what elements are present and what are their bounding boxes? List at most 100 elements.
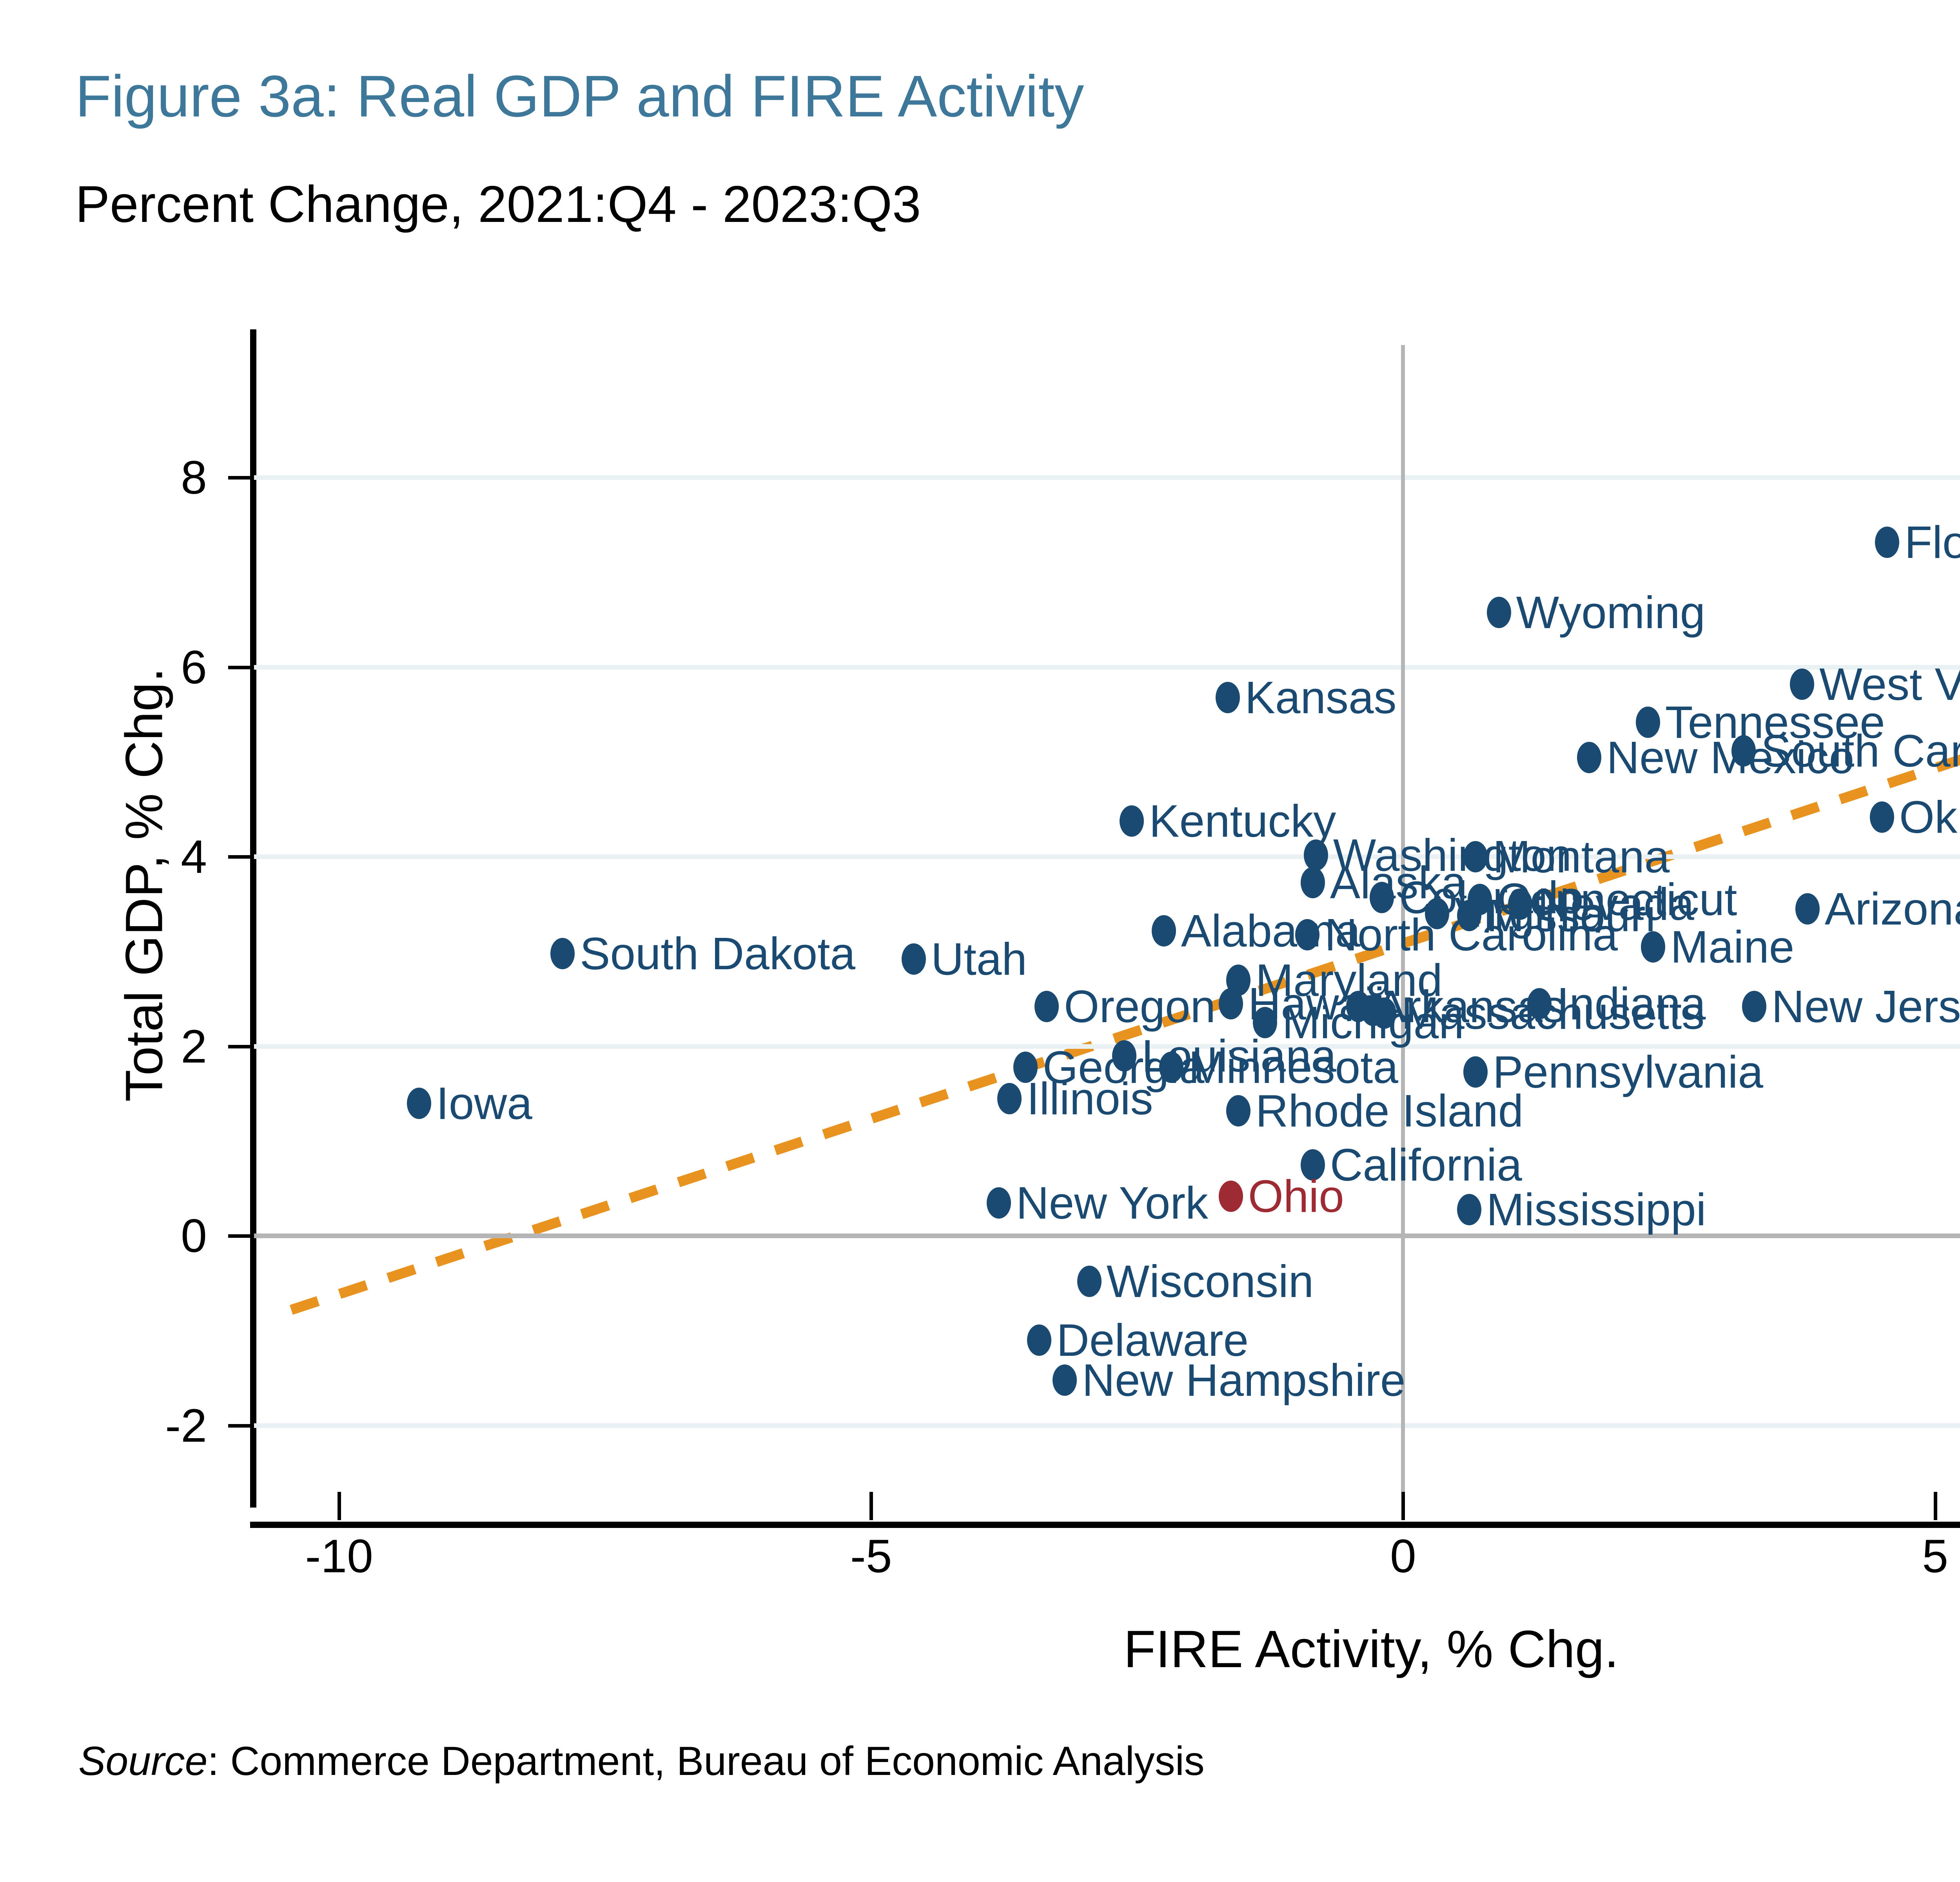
y-tick-label: 0 <box>181 1210 207 1263</box>
y-tick <box>228 476 251 480</box>
data-point[interactable] <box>1077 1266 1102 1297</box>
y-tick-label: 2 <box>181 1020 207 1073</box>
data-point[interactable] <box>1508 888 1532 920</box>
data-point-label: South Carolina <box>1761 725 1960 776</box>
data-point[interactable] <box>550 937 575 969</box>
gridline-horizontal <box>254 854 1960 859</box>
data-point[interactable] <box>1053 1364 1077 1396</box>
data-point[interactable] <box>1303 839 1328 871</box>
data-point[interactable] <box>1370 882 1394 914</box>
data-point[interactable] <box>1300 1149 1325 1181</box>
y-tick <box>228 1424 251 1428</box>
data-point-label: Ohio <box>1248 1170 1344 1222</box>
data-point[interactable] <box>1226 1095 1250 1127</box>
data-point[interactable] <box>1463 841 1488 873</box>
data-point[interactable] <box>1790 669 1815 700</box>
data-point[interactable] <box>1527 988 1552 1020</box>
data-point[interactable] <box>1159 1052 1183 1083</box>
x-tick <box>1933 1492 1937 1520</box>
data-point[interactable] <box>407 1087 431 1119</box>
data-point[interactable] <box>1120 805 1144 837</box>
data-point[interactable] <box>1218 988 1243 1020</box>
data-point-label: Rhode Island <box>1255 1085 1524 1137</box>
data-point-label: West Virginia <box>1819 659 1960 710</box>
data-point[interactable] <box>1875 526 1900 558</box>
data-point[interactable] <box>1742 991 1767 1023</box>
data-point[interactable] <box>1425 898 1450 930</box>
data-point-label: New Hampshire <box>1082 1354 1406 1406</box>
data-point[interactable] <box>1034 991 1059 1023</box>
data-point-label: Georgia <box>1042 1042 1205 1093</box>
data-point[interactable] <box>1577 741 1602 773</box>
y-tick <box>228 665 251 669</box>
trendline <box>289 754 1960 1315</box>
data-point[interactable] <box>1731 735 1756 767</box>
y-tick <box>228 855 251 859</box>
data-point-label: Maine <box>1670 921 1795 973</box>
data-point-label: Michigan <box>1282 997 1464 1048</box>
data-point[interactable] <box>987 1187 1011 1219</box>
data-point-label: Indiana <box>1556 978 1706 1030</box>
data-point[interactable] <box>1372 997 1396 1029</box>
zero-line-vertical <box>1401 345 1405 1492</box>
data-point[interactable] <box>1218 1180 1243 1212</box>
data-point-label: Wyoming <box>1516 587 1706 638</box>
data-point-label: New Mexico <box>1606 732 1855 783</box>
data-point-label: Missouri <box>1486 890 1656 941</box>
data-point-label: Arizona <box>1824 883 1960 935</box>
data-point-label: North Carolina <box>1325 909 1618 960</box>
figure-subtitle: Percent Change, 2021:Q4 - 2023:Q3 <box>75 175 921 233</box>
data-point-label: Florida <box>1904 516 1960 568</box>
y-tick-label: 4 <box>181 830 207 883</box>
x-tick <box>869 1492 873 1520</box>
data-point-label: New York <box>1016 1177 1209 1228</box>
data-point-label: Minnesota <box>1188 1042 1398 1093</box>
y-tick <box>228 1045 251 1048</box>
data-point[interactable] <box>1295 919 1320 950</box>
data-point[interactable] <box>997 1083 1022 1114</box>
y-axis-line <box>250 329 256 1508</box>
data-point-label: Massachusetts <box>1401 988 1705 1039</box>
data-point[interactable] <box>1463 1056 1488 1088</box>
data-point[interactable] <box>1151 915 1176 946</box>
data-point[interactable] <box>1215 682 1240 714</box>
data-point-label: Pennsylvania <box>1493 1046 1763 1098</box>
data-point[interactable] <box>1112 1040 1137 1072</box>
data-point-label: Montana <box>1493 831 1670 883</box>
data-point-label: Alaska <box>1330 857 1466 908</box>
data-point[interactable] <box>1869 801 1894 833</box>
source-text: : Commerce Department, Bureau of Economi… <box>207 1738 1205 1784</box>
x-tick-label: 5 <box>1922 1530 1948 1582</box>
data-point[interactable] <box>1457 900 1481 932</box>
gridline-horizontal <box>254 665 1960 670</box>
data-point[interactable] <box>1457 1194 1481 1225</box>
data-point-label: New Jersey <box>1771 981 1960 1032</box>
x-tick <box>338 1492 341 1520</box>
x-tick-label: -5 <box>850 1530 892 1582</box>
data-point[interactable] <box>1795 893 1820 925</box>
x-axis-title: FIRE Activity, % Chg. <box>1123 1620 1619 1679</box>
data-point[interactable] <box>1252 1007 1277 1039</box>
y-tick-label: 8 <box>181 451 207 504</box>
trendline-path <box>289 754 1960 1315</box>
gridline-horizontal <box>254 475 1960 480</box>
gridline-horizontal <box>254 1044 1960 1049</box>
data-point-label: Washington <box>1333 829 1572 881</box>
data-point[interactable] <box>1013 1052 1038 1083</box>
data-point[interactable] <box>1300 867 1325 898</box>
data-point-label: Utah <box>931 934 1027 985</box>
data-point[interactable] <box>1027 1324 1052 1356</box>
x-axis-line <box>250 1522 1960 1528</box>
data-point[interactable] <box>1486 596 1511 628</box>
data-point-label: Tennessee <box>1665 697 1885 748</box>
source-note: Source: Commerce Department, Bureau of E… <box>78 1741 1205 1782</box>
data-point-label: Oklahoma <box>1899 791 1960 843</box>
zero-line-horizontal <box>254 1233 1960 1239</box>
data-point-label: Mississippi <box>1486 1184 1706 1235</box>
data-point[interactable] <box>901 943 926 975</box>
data-point-label: Illinois <box>1027 1073 1153 1124</box>
data-point[interactable] <box>1641 931 1666 963</box>
data-point[interactable] <box>1635 707 1660 738</box>
data-point-label: Kansas <box>1245 672 1397 723</box>
